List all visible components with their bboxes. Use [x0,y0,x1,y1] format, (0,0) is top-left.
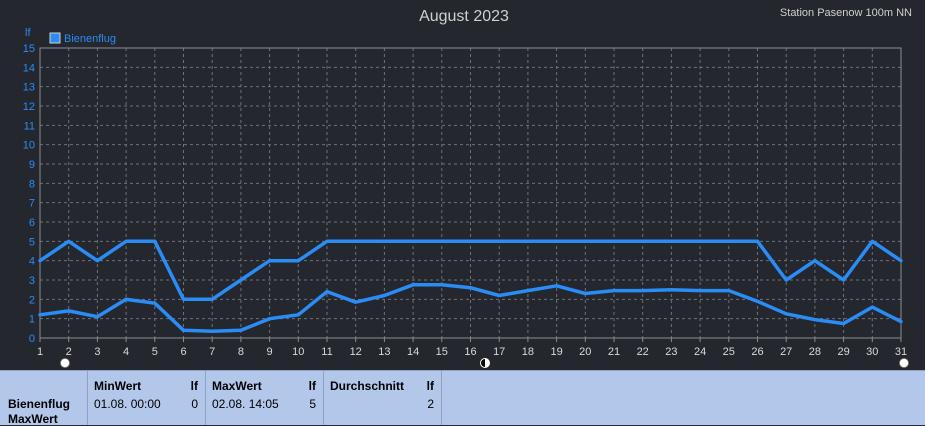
y-tick-label: 8 [29,178,35,190]
summary-table: Bienenflug MaxWert MinWert lf 01.08. 00:… [0,370,925,426]
x-tick-label: 31 [895,346,907,358]
station-label: Station Pasenow 100m NN [780,7,912,19]
y-axis-unit: lf [25,27,31,39]
x-tick-label: 3 [94,346,100,358]
x-tick-label: 14 [407,346,419,358]
avg-value: 2 [427,397,434,411]
legend-label: Bienenflug [64,33,116,45]
avg-header: Durchschnitt [330,379,405,393]
y-tick-label: 5 [29,236,35,248]
x-tick-label: 5 [152,346,158,358]
min-value: 0 [191,397,198,411]
avg-unit: lf [426,379,434,393]
half-moon-icon [480,358,490,368]
row-label-maxwert: MaxWert [8,412,58,426]
x-tick-label: 21 [608,346,620,358]
x-tick-label: 30 [866,346,878,358]
y-tick-label: 13 [23,82,35,94]
x-tick-label: 10 [292,346,304,358]
max-value: 5 [309,397,316,411]
y-tick-label: 11 [24,120,35,132]
x-tick-label: 13 [378,346,390,358]
chart-title: August 2023 [419,8,509,25]
min-header: MinWert [94,379,142,393]
x-tick-label: 16 [464,346,476,358]
chart: August 2023 Station Pasenow 100m NN lf B… [23,7,912,368]
x-tick-label: 1 [37,346,43,358]
x-tick-label: 7 [209,346,215,358]
x-tick-label: 17 [493,346,505,358]
chart-svg: August 2023 Station Pasenow 100m NN lf B… [23,7,912,368]
y-tick-label: 7 [29,198,35,210]
x-tick-label: 15 [436,346,448,358]
summary-row-labels: Bienenflug MaxWert [0,371,88,426]
min-time: 01.08. 00:00 [94,397,161,411]
y-tick-label: 9 [29,159,35,171]
x-tick-label: 8 [238,346,244,358]
max-unit: lf [308,379,316,393]
legend-swatch [49,32,61,44]
max-header: MaxWert [212,379,262,393]
max-time: 02.08. 14:05 [212,397,279,411]
y-tick-label: 3 [29,275,35,287]
y-tick-label: 1 [29,314,35,326]
full-moon-icon [899,358,909,368]
y-tick-label: 0 [29,333,35,345]
y-tick-label: 2 [29,294,35,306]
x-tick-label: 27 [780,346,792,358]
y-tick-label: 10 [23,140,35,152]
min-column: MinWert lf 01.08. 00:00 0 [88,371,206,425]
series [38,239,903,333]
x-tick-label: 9 [267,346,273,358]
x-tick-label: 24 [694,346,706,358]
moon-phases [60,358,909,368]
x-axis: 1 2 3 4 5 6 7 8 9 10 11 12 13 14 15 16 17 18 19 20 21 22 23 24 2… [37,338,907,358]
x-tick-label: 4 [123,346,129,358]
y-tick-label: 6 [29,217,35,229]
x-tick-label: 11 [321,346,332,358]
x-tick-label: 29 [837,346,849,358]
x-tick-label: 25 [723,346,735,358]
x-tick-label: 26 [751,346,763,358]
x-tick-label: 2 [66,346,72,358]
x-tick-label: 28 [809,346,821,358]
x-tick-label: 19 [550,346,562,358]
y-tick-label: 14 [23,62,35,74]
min-unit: lf [190,379,198,393]
max-column: MaxWert lf 02.08. 14:05 5 [206,371,324,425]
full-moon-icon [60,358,70,368]
x-tick-label: 18 [522,346,534,358]
grid [40,48,901,338]
y-tick-label: 12 [23,101,35,113]
avg-column: Durchschnitt lf 2 [324,371,442,425]
x-tick-label: 23 [665,346,677,358]
x-tick-label: 6 [180,346,186,358]
series-line-1 [38,239,903,302]
series-line-2 [38,283,903,333]
y-tick-label: 15 [23,43,35,55]
x-tick-label: 20 [579,346,591,358]
y-tick-label: 4 [29,256,35,268]
x-tick-label: 12 [350,346,362,358]
row-label-bienenflug: Bienenflug [8,397,70,411]
x-tick-label: 22 [637,346,649,358]
